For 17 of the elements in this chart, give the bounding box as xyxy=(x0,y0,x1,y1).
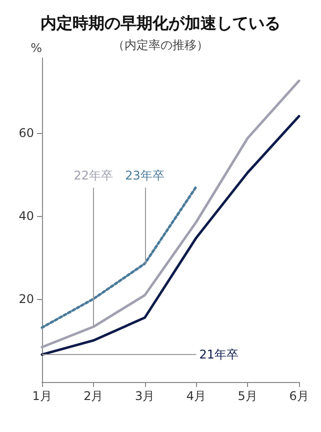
text: 22年卒 xyxy=(74,168,114,183)
x-tick-label: 3月 xyxy=(134,389,155,403)
line-series xyxy=(40,186,198,329)
x-tick-label: 4月 xyxy=(186,389,206,403)
y-tick-label: 60 xyxy=(18,126,34,140)
chart-subtitle: （内定率の推移） xyxy=(112,38,208,52)
y-axis-title: % xyxy=(30,41,42,55)
text: 23年卒 xyxy=(125,168,164,183)
x-tick-label: 6月 xyxy=(289,389,309,403)
x-tick-label: 5月 xyxy=(238,389,258,403)
y-tick-label: 20 xyxy=(18,292,34,306)
chart-title: 内定時期の早期化が加速している xyxy=(40,14,280,32)
y-tick-label: 40 xyxy=(18,208,34,223)
text: 21年卒 xyxy=(199,348,238,362)
x-tick-label: 1月 xyxy=(32,389,52,403)
x-tick-label: 2月 xyxy=(84,389,104,403)
line-series xyxy=(40,80,300,348)
